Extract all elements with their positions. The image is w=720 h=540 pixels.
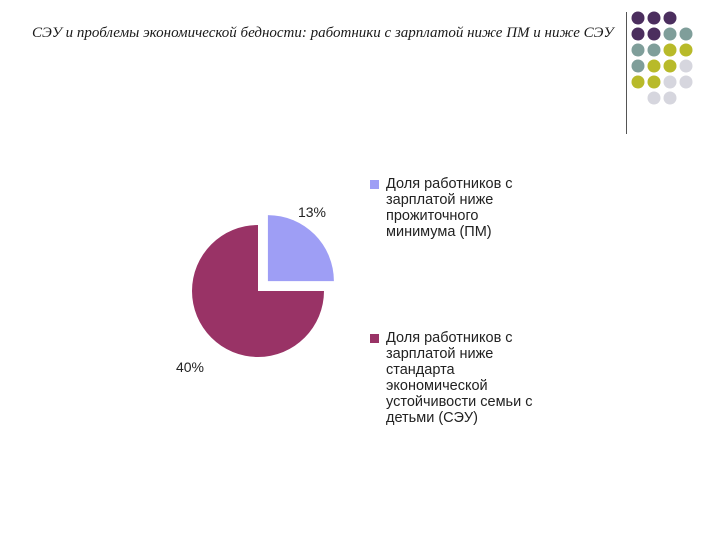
pie-data-label: 13% [298, 204, 326, 220]
legend-text-line: зарплатой ниже [386, 346, 494, 362]
pie-data-label: 40% [176, 359, 204, 375]
legend-text-line: стандарта [386, 362, 455, 378]
divider-line [626, 12, 627, 134]
legend-text-line: устойчивости семьи с [386, 394, 533, 410]
legend-text-line: зарплатой ниже [386, 192, 494, 208]
legend-text-line: экономической [386, 378, 488, 394]
legend-swatch-pm [370, 180, 379, 189]
legend-text-line: Доля работников с [386, 330, 513, 346]
legend-text-line: детьми (СЭУ) [386, 410, 478, 426]
legend-text-line: Доля работников с [386, 176, 513, 192]
slide-title: СЭУ и проблемы экономической бедности: р… [32, 25, 614, 41]
pie-slice [267, 215, 334, 282]
legend-swatch-seu [370, 334, 379, 343]
pie-slice [192, 225, 324, 357]
legend-text-line: минимума (ПМ) [386, 224, 492, 240]
legend-text-line: прожиточного [386, 208, 479, 224]
